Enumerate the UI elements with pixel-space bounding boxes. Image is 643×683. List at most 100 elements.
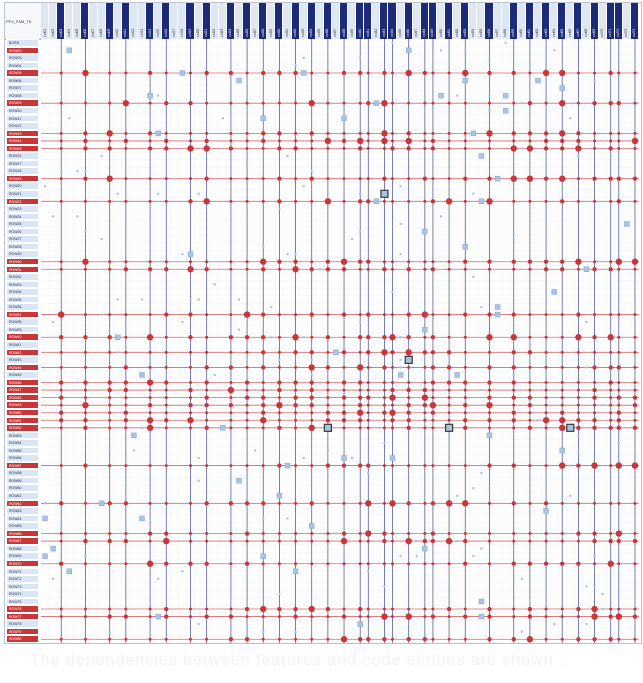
row-header[interactable]: ROW44 <box>6 363 39 372</box>
column-header[interactable]: col44 <box>388 3 397 39</box>
column-header[interactable]: col52 <box>453 3 462 39</box>
row-header[interactable]: ROW73 <box>6 582 39 591</box>
column-header[interactable]: col48 <box>420 3 429 39</box>
row-header[interactable]: ROW79 <box>6 627 39 636</box>
row-header[interactable]: ROW49 <box>6 401 39 409</box>
column-header[interactable]: col07 <box>89 3 98 39</box>
row-header[interactable]: ROW15 <box>6 144 39 153</box>
row-header[interactable]: ROW61 <box>6 492 39 500</box>
row-header[interactable]: ROW72 <box>6 575 39 583</box>
row-header[interactable]: ROW53 <box>6 431 39 440</box>
column-header[interactable]: col29 <box>267 3 276 39</box>
column-header[interactable]: col69 <box>590 3 599 39</box>
column-header[interactable]: col40 <box>356 3 365 39</box>
row-header[interactable]: ROW55 <box>6 446 39 455</box>
row-header[interactable]: ROW74 <box>6 590 39 598</box>
row-header[interactable]: ROW51 <box>6 416 39 425</box>
row-header[interactable]: ROW25 <box>6 220 39 228</box>
column-header[interactable]: col46 <box>404 3 413 39</box>
column-header[interactable]: col37 <box>331 3 340 39</box>
row-header[interactable]: ROW69 <box>6 552 39 560</box>
column-header[interactable]: col16 <box>162 3 171 39</box>
column-header[interactable]: col70 <box>598 3 607 39</box>
column-header[interactable]: col66 <box>566 3 575 39</box>
row-header[interactable]: ROW48 <box>6 393 39 402</box>
row-header[interactable]: ROW70 <box>6 559 39 568</box>
row-header[interactable]: ROW59 <box>6 476 39 485</box>
row-header[interactable]: ROW71 <box>6 567 39 576</box>
column-header[interactable]: col21 <box>202 3 211 39</box>
column-header[interactable]: col38 <box>340 3 349 39</box>
column-header[interactable]: col67 <box>574 3 583 39</box>
row-header[interactable]: ROW64 <box>6 514 39 523</box>
column-header[interactable]: col24 <box>226 3 235 39</box>
row-header[interactable]: ROW68 <box>6 544 39 553</box>
row-header[interactable]: ROW56 <box>6 454 39 462</box>
row-header[interactable]: ROW05 <box>6 69 39 77</box>
row-header[interactable]: ROW42 <box>6 348 39 357</box>
column-header[interactable]: col26 <box>243 3 252 39</box>
column-header[interactable]: col01 <box>41 3 50 39</box>
column-header[interactable]: col06 <box>81 3 90 39</box>
column-header[interactable]: col50 <box>436 3 446 39</box>
row-header[interactable]: ROW45 <box>6 371 39 379</box>
column-header[interactable]: col19 <box>186 3 195 39</box>
column-header[interactable]: col12 <box>129 3 138 39</box>
row-header[interactable]: ROW17 <box>6 159 39 168</box>
column-header[interactable]: col04 <box>65 3 74 39</box>
column-header[interactable]: col31 <box>283 3 292 39</box>
column-header[interactable]: col23 <box>218 3 227 39</box>
row-header[interactable]: ROW18 <box>6 167 39 175</box>
row-header[interactable]: ROW02 <box>6 46 39 55</box>
column-header[interactable]: col05 <box>73 3 82 39</box>
column-header[interactable]: col03 <box>57 3 66 39</box>
column-header[interactable]: col34 <box>307 3 316 39</box>
column-header[interactable]: col45 <box>396 3 405 39</box>
row-header[interactable]: ROW33 <box>6 280 39 289</box>
row-header[interactable]: ROW36 <box>6 303 39 311</box>
row-header[interactable]: ROW12 <box>6 122 39 130</box>
row-header[interactable]: ROW75 <box>6 597 39 606</box>
row-header[interactable]: ROW16 <box>6 152 39 160</box>
row-header[interactable]: ROW08 <box>6 91 39 100</box>
row-header[interactable]: ROW54 <box>6 439 39 447</box>
row-header[interactable]: ROW04 <box>6 61 39 70</box>
row-header[interactable]: ROW27 <box>6 235 39 243</box>
column-header[interactable]: col15 <box>154 3 163 39</box>
row-header[interactable]: ROW21 <box>6 190 39 198</box>
column-header[interactable]: col58 <box>501 3 510 39</box>
column-header[interactable]: col32 <box>291 3 300 39</box>
column-header[interactable]: col18 <box>178 3 187 39</box>
row-header[interactable]: ROW60 <box>6 484 39 492</box>
column-header[interactable]: col71 <box>606 3 615 39</box>
row-header[interactable]: ROW76 <box>6 605 39 613</box>
row-header[interactable]: ROW58 <box>6 469 39 477</box>
row-header[interactable]: ROW39 <box>6 325 39 334</box>
column-header[interactable]: col27 <box>251 3 260 39</box>
row-header[interactable]: ROW38 <box>6 318 39 326</box>
column-header[interactable]: col62 <box>533 3 543 39</box>
row-header[interactable]: ROW29 <box>6 250 39 258</box>
row-header[interactable]: ROW10 <box>6 106 39 115</box>
column-header[interactable]: col57 <box>493 3 502 39</box>
row-header[interactable]: ROW80 <box>6 635 39 643</box>
row-header[interactable]: ROW23 <box>6 205 39 213</box>
column-header[interactable]: col60 <box>517 3 526 39</box>
column-header[interactable]: col68 <box>582 3 591 39</box>
column-header[interactable]: col49 <box>428 3 437 39</box>
row-header[interactable]: ROW31 <box>6 265 39 274</box>
row-header[interactable]: ROW20 <box>6 182 39 190</box>
column-header[interactable]: col53 <box>461 3 470 39</box>
row-header[interactable]: ROW40 <box>6 333 39 341</box>
row-header[interactable]: ROW52 <box>6 424 39 432</box>
column-header[interactable]: col20 <box>194 3 203 39</box>
row-header[interactable]: ROW43 <box>6 356 39 364</box>
row-header[interactable]: ROW30 <box>6 257 39 266</box>
row-header[interactable]: ROW11 <box>6 114 39 123</box>
column-header[interactable]: col14 <box>146 3 155 39</box>
column-header[interactable]: col28 <box>259 3 268 39</box>
row-header[interactable]: ROW26 <box>6 227 39 236</box>
column-header[interactable]: col41 <box>364 3 373 39</box>
row-header[interactable]: ROW63 <box>6 507 39 515</box>
row-header[interactable]: ROW28 <box>6 242 39 251</box>
